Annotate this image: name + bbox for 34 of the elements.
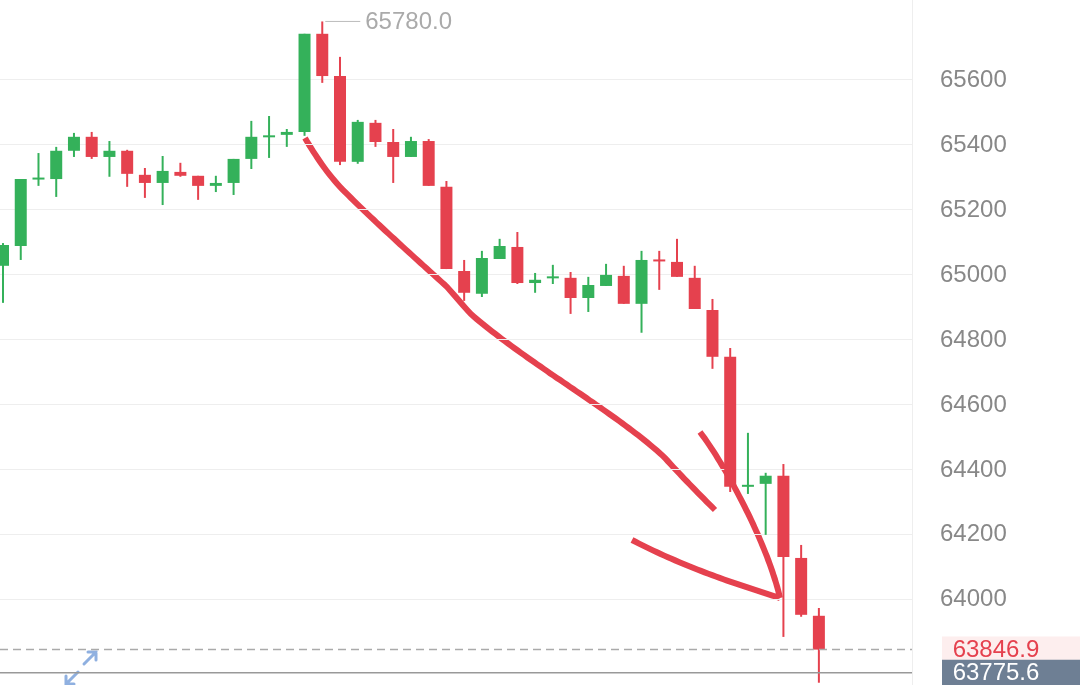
candlestick [670, 237, 683, 278]
candlestick [404, 135, 417, 158]
candlestick [582, 275, 595, 313]
candlestick [564, 270, 577, 315]
candlestick [458, 258, 471, 302]
candlestick [121, 148, 134, 188]
y-tick-label: 64200 [940, 519, 1007, 547]
candlestick [67, 131, 80, 158]
candlestick [600, 262, 613, 287]
candlestick [546, 263, 559, 286]
candlestick [387, 128, 400, 184]
candlestick [263, 115, 276, 159]
candlestick [138, 167, 151, 199]
candlestick [369, 118, 382, 148]
candlestick [653, 249, 666, 291]
candlestick [493, 237, 506, 260]
y-tick-label: 65400 [940, 129, 1007, 157]
candlestick [32, 152, 45, 187]
candlestick [245, 119, 258, 170]
candlestick [529, 271, 542, 294]
y-tick-label: 65000 [940, 259, 1007, 287]
candlestick [192, 174, 205, 201]
candlestick [741, 431, 754, 495]
y-tick-label: 64800 [940, 324, 1007, 352]
annotation: 65780.0 [365, 7, 453, 35]
candlestick [103, 140, 116, 178]
y-tick-label: 65600 [940, 64, 1007, 92]
candlestick [156, 154, 169, 207]
y-tick-label: 65200 [940, 194, 1007, 222]
y-tick-label: 64400 [940, 454, 1007, 482]
y-tick-label: 64600 [940, 389, 1007, 417]
y-tick-label: 64000 [940, 584, 1007, 612]
candlestick [85, 130, 98, 160]
candlestick [759, 471, 772, 536]
